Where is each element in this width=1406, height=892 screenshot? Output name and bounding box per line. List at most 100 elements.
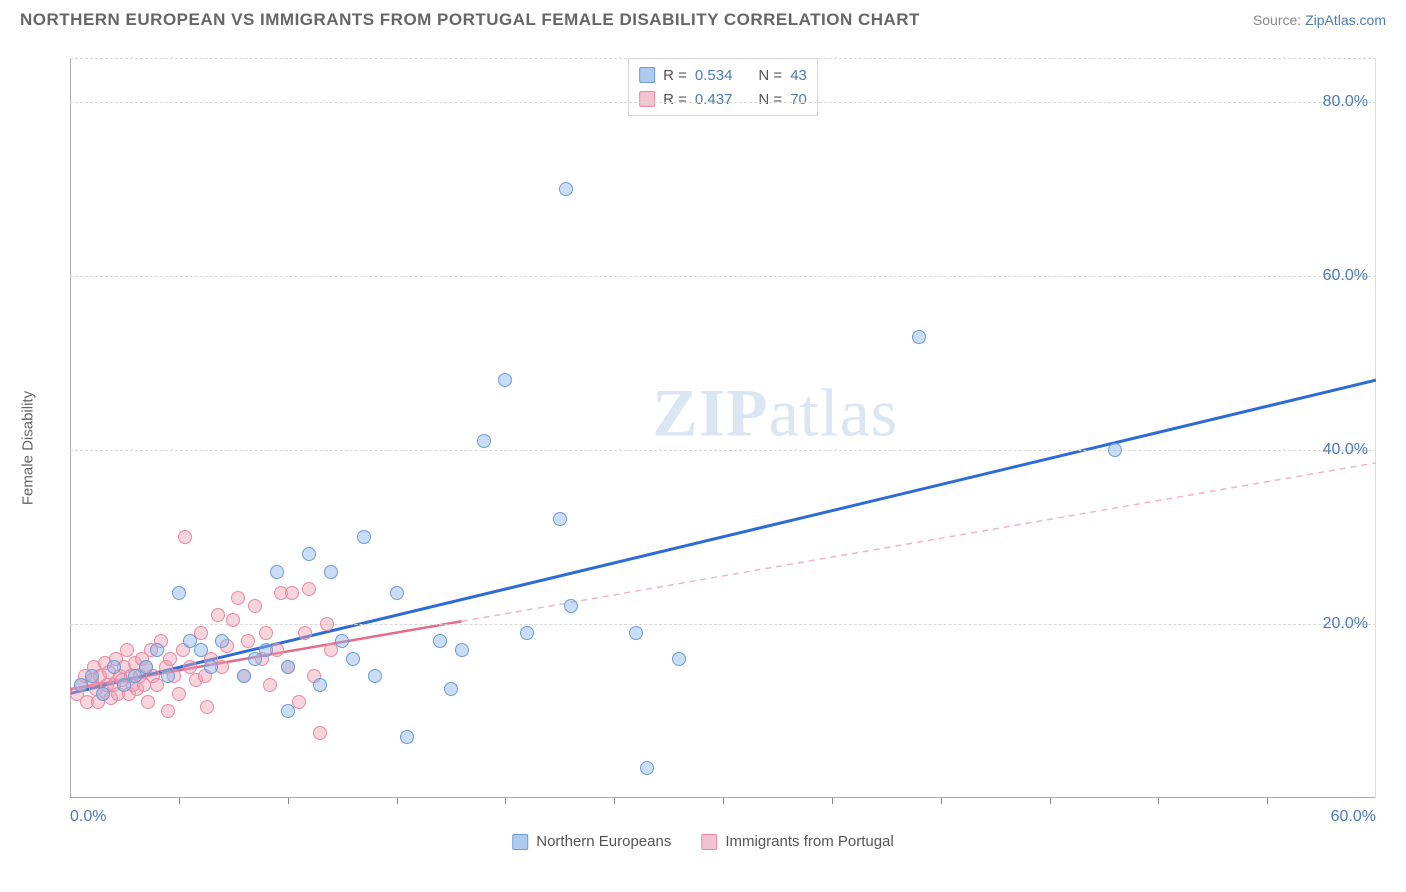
scatter-point-pink [211,608,225,622]
chart-title: NORTHERN EUROPEAN VS IMMIGRANTS FROM POR… [20,10,920,30]
scatter-point-pink [302,582,316,596]
scatter-point-blue [346,652,360,666]
xtick [505,798,506,804]
xtick [832,798,833,804]
scatter-point-pink [320,617,334,631]
n-label: N = [758,67,782,84]
legend-item-blue: Northern Europeans [512,833,671,850]
r-label: R = [663,91,687,108]
swatch-blue-icon [639,67,655,83]
legend-stats-row-blue: R = 0.534 N = 43 [639,63,807,87]
gridline [70,276,1376,277]
r-value-pink: 0.437 [695,91,733,108]
legend-stats-row-pink: R = 0.437 N = 70 [639,87,807,111]
xtick [397,798,398,804]
scatter-point-blue [281,660,295,674]
ytick-label: 60.0% [1323,267,1368,285]
ytick-label: 20.0% [1323,615,1368,633]
xtick-label: 60.0% [1331,808,1376,826]
scatter-point-blue [520,626,534,640]
scatter-point-blue [302,547,316,561]
scatter-point-pink [231,591,245,605]
xtick [288,798,289,804]
scatter-point-pink [141,695,155,709]
scatter-point-pink [120,643,134,657]
xtick [941,798,942,804]
swatch-pink-icon [639,91,655,107]
scatter-point-pink [226,613,240,627]
scatter-point-blue [194,643,208,657]
scatter-point-blue [139,660,153,674]
scatter-point-pink [172,687,186,701]
scatter-point-blue [335,634,349,648]
scatter-point-blue [270,565,284,579]
scatter-point-blue [455,643,469,657]
chart-area: Female Disability ZIPatlas R = 0.534 N =… [20,38,1386,858]
scatter-point-blue [281,704,295,718]
scatter-point-blue [1108,443,1122,457]
xtick [1267,798,1268,804]
scatter-point-blue [107,660,121,674]
scatter-point-blue [444,682,458,696]
legend-label-blue: Northern Europeans [536,833,671,850]
ytick-label: 40.0% [1323,441,1368,459]
xtick [1050,798,1051,804]
scatter-point-pink [161,704,175,718]
watermark-zip: ZIP [652,375,768,451]
scatter-point-blue [912,330,926,344]
plot-region: ZIPatlas R = 0.534 N = 43 R = 0.437 N = … [70,58,1376,798]
gridline [70,58,1376,59]
xtick [723,798,724,804]
scatter-point-pink [200,700,214,714]
scatter-point-pink [163,652,177,666]
xtick [179,798,180,804]
r-label: R = [663,67,687,84]
right-axis-line [1375,58,1376,798]
scatter-point-blue [400,730,414,744]
legend-item-pink: Immigrants from Portugal [701,833,893,850]
header: NORTHERN EUROPEAN VS IMMIGRANTS FROM POR… [0,0,1406,38]
r-value-blue: 0.534 [695,67,733,84]
scatter-point-blue [498,373,512,387]
source-link[interactable]: ZipAtlas.com [1305,12,1386,28]
swatch-blue-icon [512,834,528,850]
scatter-point-pink [183,660,197,674]
chart-source: Source: ZipAtlas.com [1253,12,1386,28]
scatter-point-blue [259,643,273,657]
swatch-pink-icon [701,834,717,850]
y-axis-line [70,58,71,798]
source-prefix: Source: [1253,12,1305,28]
scatter-point-blue [215,634,229,648]
scatter-point-blue [553,512,567,526]
scatter-point-blue [161,669,175,683]
scatter-point-blue [357,530,371,544]
scatter-point-pink [248,599,262,613]
n-value-pink: 70 [790,91,807,108]
xtick [614,798,615,804]
scatter-point-blue [368,669,382,683]
scatter-point-blue [640,761,654,775]
scatter-point-blue [150,643,164,657]
scatter-point-blue [324,565,338,579]
scatter-point-blue [237,669,251,683]
scatter-point-pink [178,530,192,544]
scatter-point-pink [241,634,255,648]
scatter-point-blue [477,434,491,448]
scatter-point-blue [85,669,99,683]
scatter-point-blue [629,626,643,640]
scatter-point-blue [564,599,578,613]
scatter-point-pink [285,586,299,600]
y-axis-label: Female Disability [20,391,37,505]
xtick-label: 0.0% [70,808,106,826]
scatter-point-blue [172,586,186,600]
scatter-point-blue [390,586,404,600]
legend-stats: R = 0.534 N = 43 R = 0.437 N = 70 [628,58,818,116]
xtick [1158,798,1159,804]
scatter-point-blue [96,687,110,701]
scatter-point-pink [263,678,277,692]
scatter-point-blue [559,182,573,196]
scatter-point-pink [298,626,312,640]
watermark-atlas: atlas [769,375,899,451]
ytick-label: 80.0% [1323,93,1368,111]
gridline [70,102,1376,103]
